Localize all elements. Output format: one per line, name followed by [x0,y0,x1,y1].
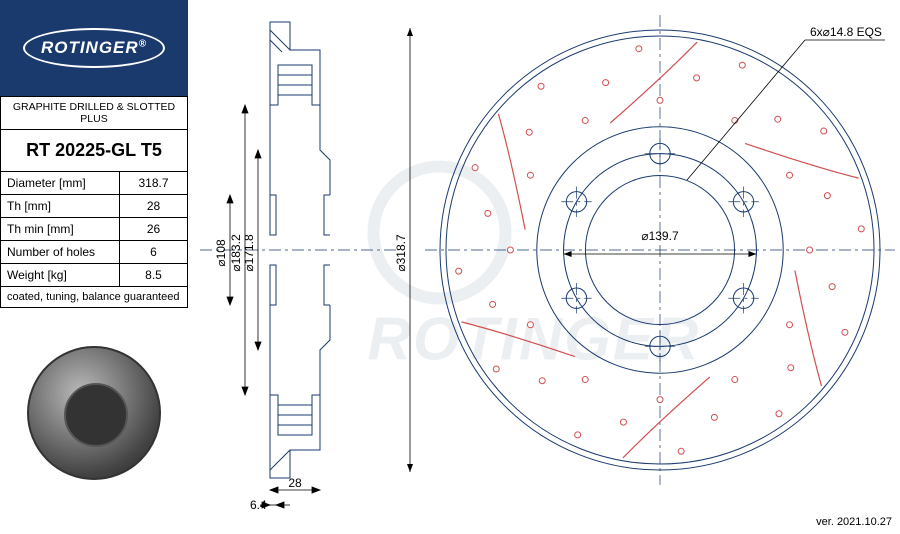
spec-table: GRAPHITE DRILLED & SLOTTED PLUS RT 20225… [0,96,188,308]
spec-label: Diameter [mm] [1,172,120,195]
cross-section-view: ⌀183.2 ⌀108 ⌀171.8 28 6.4 61 [200,10,400,510]
spec-note: coated, tuning, balance guaranteed [1,287,188,308]
spec-value: 28 [120,195,188,218]
hub-photo [64,383,128,447]
dim-outer-dia: ⌀183.2 [229,234,243,272]
subtitle: GRAPHITE DRILLED & SLOTTED PLUS [1,97,188,130]
table-row: Th min [mm]26 [1,218,188,241]
bolt-callout: 6x⌀14.8 EQS [810,25,882,39]
logo-word: ROTINGER [41,38,139,57]
product-photo [0,343,188,483]
table-row: Diameter [mm]318.7 [1,172,188,195]
spec-label: Weight [kg] [1,264,120,287]
spec-value: 318.7 [120,172,188,195]
front-view: 6x⌀14.8 EQS ⌀139.7 [425,10,895,510]
part-number: RT 20225-GL T5 [1,130,188,172]
hub-dia-label: ⌀139.7 [641,229,679,243]
logo-text: ROTINGER® [23,28,165,68]
table-row: Number of holes6 [1,241,188,264]
dim-flange: 6.4 [250,498,267,510]
version-label: ver. 2021.10.27 [816,516,892,528]
spec-label: Th min [mm] [1,218,120,241]
spec-label: Number of holes [1,241,120,264]
dim-disc-dia: ⌀318.7 [395,234,408,272]
spec-value: 26 [120,218,188,241]
logo-symbol: ® [139,38,147,49]
spec-value: 6 [120,241,188,264]
dim-step-dia: ⌀171.8 [242,234,256,272]
dim-thickness: 28 [288,476,302,490]
table-row: Weight [kg]8.5 [1,264,188,287]
brand-logo: ROTINGER® [0,0,188,96]
table-row: Th [mm]28 [1,195,188,218]
spec-value: 8.5 [120,264,188,287]
disc-photo [27,346,161,480]
spec-label: Th [mm] [1,195,120,218]
dim-bore-dia: ⌀108 [214,239,228,267]
technical-drawing: ROTINGER [190,0,900,534]
disc-dia-dim: ⌀318.7 [395,10,425,510]
